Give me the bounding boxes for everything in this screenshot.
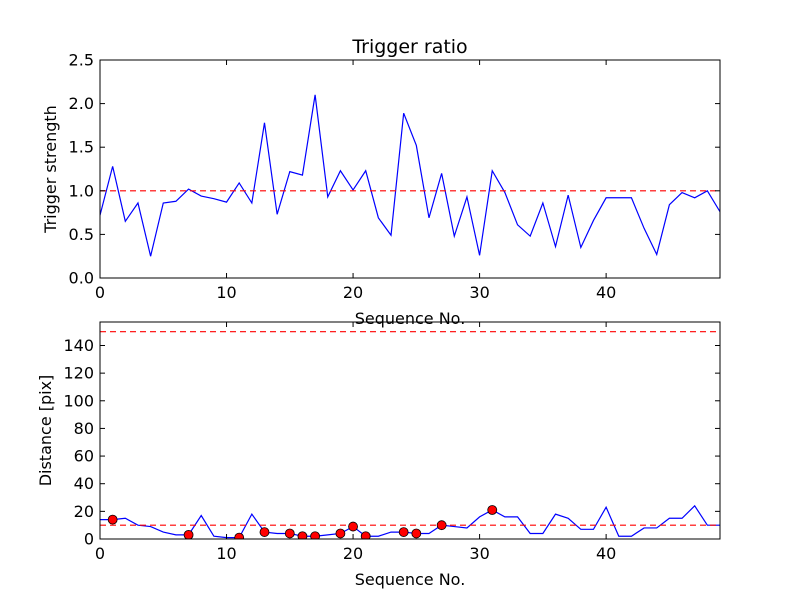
series-group xyxy=(100,94,720,257)
x-tick-label: 10 xyxy=(216,544,236,563)
data-point-marker xyxy=(183,529,194,539)
y-tick-label: 0 xyxy=(84,530,94,549)
y-tick-label: 80 xyxy=(74,419,94,438)
series-line xyxy=(100,504,720,539)
y-tick-label: 40 xyxy=(74,474,94,493)
x-tick-label: 0 xyxy=(95,283,105,302)
y-tick-label: 0.5 xyxy=(69,225,94,244)
data-point-marker xyxy=(107,514,118,525)
x-tick-label: 10 xyxy=(216,283,236,302)
y-tick-label: 2.0 xyxy=(69,94,94,113)
x-tick-label: 0 xyxy=(95,544,105,563)
x-tick-label: 30 xyxy=(469,544,489,563)
x-axis-label: Sequence No. xyxy=(355,570,466,589)
axes-frame xyxy=(99,321,721,540)
y-tick-label: 20 xyxy=(74,502,94,521)
axes-frame xyxy=(99,59,721,279)
x-tick-label: 20 xyxy=(343,283,363,302)
x-tick-label: 40 xyxy=(596,544,616,563)
y-tick-label: 120 xyxy=(63,364,94,383)
chart-1: 0 10 20 30 40 0.0 0.5 1.0 1.5 2.0 2.5 Trigger ratio… xyxy=(41,36,721,328)
data-point-marker xyxy=(487,505,498,515)
data-point-marker xyxy=(335,528,346,539)
chart-title: Trigger ratio xyxy=(351,36,467,58)
data-point-marker xyxy=(348,521,358,532)
data-point-marker xyxy=(310,531,321,539)
y-tick-label: 2.5 xyxy=(69,51,94,70)
series-line xyxy=(100,94,720,257)
y-tick-label: 60 xyxy=(74,447,94,466)
y-axis-label: Distance [pix] xyxy=(36,375,55,487)
y-tick-label: 100 xyxy=(63,391,94,410)
data-point-marker xyxy=(234,532,245,539)
x-tick-label: 20 xyxy=(343,544,363,563)
data-point-marker xyxy=(284,528,295,539)
y-tick-label: 1.5 xyxy=(69,138,94,157)
y-axis-label: Trigger strength xyxy=(41,105,60,234)
y-tick-label: 140 xyxy=(63,336,94,355)
x-axis-label: Sequence No. xyxy=(355,309,466,328)
data-point-marker xyxy=(360,531,371,539)
data-point-marker xyxy=(411,528,422,539)
y-tick-label: 0.0 xyxy=(69,269,94,288)
chart-2: 0 10 20 30 40 0 20 40 60 80 100 120 140 Sequence No. D… xyxy=(36,321,721,589)
series-group xyxy=(100,331,720,539)
data-point-marker xyxy=(297,531,308,539)
x-tick-label: 30 xyxy=(469,283,489,302)
x-tick-label: 40 xyxy=(596,283,616,302)
data-point-marker xyxy=(398,527,409,537)
y-tick-label: 1.0 xyxy=(69,181,94,200)
data-point-marker xyxy=(259,527,270,537)
